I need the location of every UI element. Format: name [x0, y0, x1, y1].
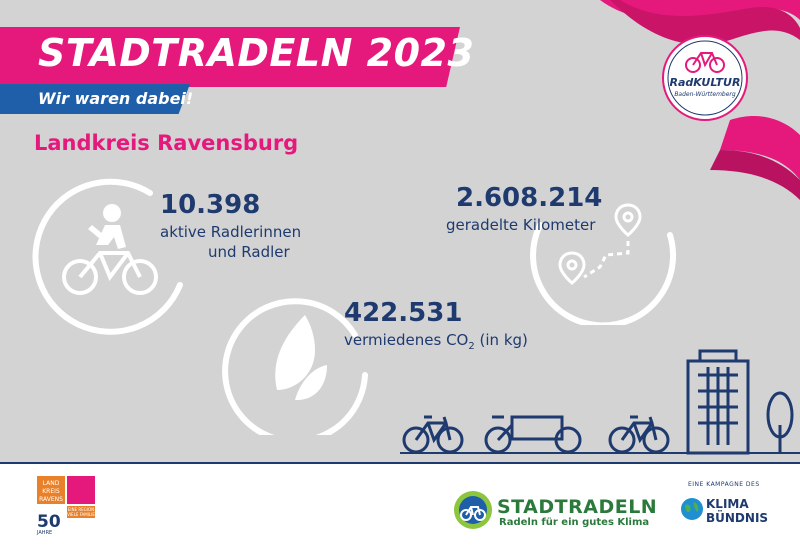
cargo-bike-icon: [484, 415, 582, 454]
km-ring: [530, 203, 677, 325]
klima-line2: BÜNDNIS: [706, 511, 769, 525]
radkultur-name: RadKULTUR: [669, 76, 741, 89]
landkreis-logo: LAND KREIS RAVENS BURG EINE REGION VIELE…: [37, 476, 97, 540]
lk-cell-4: EINE REGION VIELE FAMILIE: [67, 506, 95, 518]
lk-cell-1: LAND KREIS RAVENS BURG: [37, 476, 65, 511]
riders-label-1: aktive Radlerinnen: [160, 223, 302, 241]
radkultur-sub: Baden-Württemberg: [674, 91, 736, 98]
riders-ring: [32, 178, 183, 335]
landkreis-anniversary-sub: JAHRE: [37, 530, 53, 536]
co2-value: 422.531: [344, 298, 463, 328]
stadtradeln-logo-tagline: Radeln für ein gutes Klima: [499, 517, 650, 528]
co2-label-prefix: vermiedenes CO: [344, 331, 469, 349]
co2-label-suffix: (in kg): [474, 331, 528, 349]
globe-icon: [681, 498, 703, 520]
landkreis-anniversary-number: 50: [37, 512, 61, 532]
title-banner: [0, 27, 460, 87]
klima-kicker: EINE KAMPAGNE DES: [688, 481, 760, 488]
building-icon: [686, 349, 750, 455]
co2-label: vermiedenes CO2 (in kg): [344, 330, 528, 357]
city-scene: [400, 349, 800, 455]
riders-label-2: und Radler: [208, 243, 290, 261]
km-value: 2.608.214: [456, 183, 603, 213]
bicycle-icon: [402, 415, 464, 454]
klima-logo: KLIMA BÜNDNIS: [706, 497, 768, 525]
stadtradeln-logo-name: STADTRADELN: [497, 496, 658, 518]
subtitle-banner: [0, 84, 190, 114]
tree-icon: [766, 391, 794, 453]
bicycle-icon: [685, 52, 725, 73]
cyclist-icon: [88, 204, 126, 249]
page-subtitle: Wir waren dabei!: [38, 89, 194, 108]
page-title: STADTRADELN 2023: [38, 31, 475, 75]
region-name: Landkreis Ravensburg: [34, 131, 299, 155]
bicycle-icon: [608, 415, 670, 454]
leaf-icon: [275, 315, 327, 401]
radkultur-badge: [662, 35, 748, 121]
klima-line1: KLIMA: [706, 497, 749, 511]
infographic-canvas: RadKULTUR Baden-Württemberg STADTRADELN …: [0, 0, 800, 462]
route-pin-icon: [558, 203, 642, 285]
lk-cell-2: [67, 476, 95, 504]
ribbon-decoration: [600, 0, 800, 200]
km-label: geradelte Kilometer: [446, 216, 596, 234]
footer-divider: [0, 462, 800, 464]
riders-value: 10.398: [160, 190, 261, 220]
footer: [0, 462, 800, 550]
co2-label-sub: 2: [468, 341, 475, 352]
stadtradeln-logo-icon: [454, 491, 492, 529]
co2-ring: [222, 298, 368, 435]
